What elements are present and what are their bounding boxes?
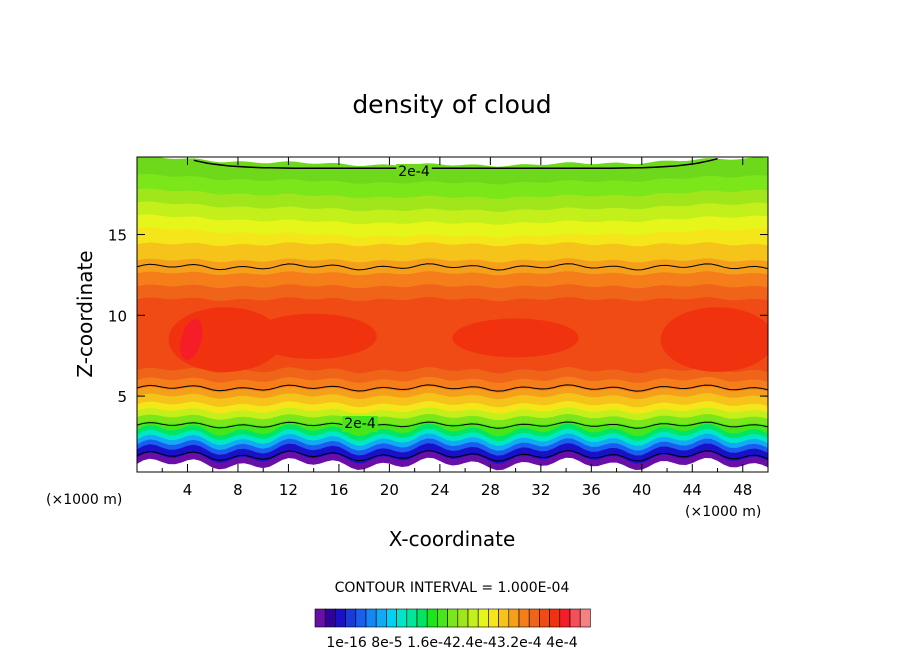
y-tick-label: 5 <box>117 388 127 406</box>
colorbar-swatch <box>447 608 459 628</box>
contour-lines <box>137 157 768 462</box>
x-unit-left: (×1000 m) <box>46 492 122 508</box>
colorbar-swatch <box>406 608 418 628</box>
contour-line <box>137 263 768 271</box>
colorbar-swatch <box>457 608 469 628</box>
red-core-region <box>452 318 579 358</box>
colorbar-swatch <box>437 608 448 628</box>
x-unit-right: (×1000 m) <box>685 504 761 520</box>
colorbar-swatch <box>528 608 540 628</box>
x-tick-label: 8 <box>233 481 243 499</box>
contour-line <box>137 384 768 392</box>
colorbar-swatch <box>518 608 530 628</box>
colorbar-swatch <box>416 608 428 628</box>
colorbar-labels: 1e-16 8e-5 1.6e-42.4e-43.2e-4 4e-4 <box>326 635 577 651</box>
colorbar-swatch <box>396 608 408 628</box>
x-tick-label: 12 <box>279 481 298 499</box>
x-axis-label: X-coordinate <box>389 527 516 551</box>
contour-label-bg <box>396 164 432 180</box>
contour-interval: CONTOUR INTERVAL = 1.000E-04 <box>335 580 570 596</box>
x-tick-label: 32 <box>531 481 550 499</box>
contour-line <box>137 421 768 429</box>
red-core-region <box>660 307 768 372</box>
y-axis-label: Z-coordinate <box>73 250 97 377</box>
colorbar-swatch <box>386 608 397 628</box>
colorbar-swatch <box>467 608 479 628</box>
colorbar-swatch <box>335 608 346 628</box>
x-tick-label: 24 <box>430 481 449 499</box>
max-region <box>180 319 203 360</box>
x-tick-label: 20 <box>380 481 399 499</box>
colorbar-swatch <box>314 608 326 628</box>
colorbar-swatch <box>539 608 550 628</box>
colorbar-swatch <box>365 608 377 628</box>
contour-line-top <box>193 157 718 170</box>
red-core-regions <box>168 307 768 372</box>
plot-area <box>137 157 768 472</box>
contour-band <box>137 457 768 472</box>
contour-label-bg <box>342 416 378 432</box>
plot-frame <box>136 156 769 473</box>
colorbar-swatch <box>488 608 499 628</box>
x-tick-label: 4 <box>183 481 193 499</box>
colorbar-swatch <box>345 608 357 628</box>
colorbar-swatch <box>477 608 489 628</box>
colorbar <box>314 608 591 628</box>
colorbar-swatch <box>569 608 581 628</box>
colorbar-swatch <box>375 608 387 628</box>
y-tick-label: 15 <box>108 227 127 245</box>
chart-title: density of cloud <box>352 90 551 119</box>
x-tick-label: 48 <box>733 481 752 499</box>
y-tick-label: 10 <box>108 307 127 325</box>
colorbar-swatch <box>508 608 520 628</box>
colorbar-swatch <box>579 608 591 628</box>
colorbar-swatch <box>426 608 438 628</box>
x-tick-label: 44 <box>683 481 702 499</box>
x-tick-label: 16 <box>329 481 348 499</box>
colorbar-swatch <box>324 608 336 628</box>
contour-label-top: 2e-4 <box>398 164 430 180</box>
x-tick-label: 36 <box>582 481 601 499</box>
contour-line <box>137 450 768 462</box>
colorbar-swatch <box>498 608 510 628</box>
x-tick-label: 28 <box>481 481 500 499</box>
y-axis: 5 10 15 <box>108 227 768 406</box>
contour-label-bottom: 2e-4 <box>344 416 376 432</box>
colorbar-swatch <box>559 608 571 628</box>
colorbar-swatch <box>549 608 561 628</box>
red-core-region <box>250 313 377 359</box>
colorbar-swatch <box>355 608 367 628</box>
x-axis: 4 8 12 16 20 24 28 32 36 40 44 48 <box>161 157 752 499</box>
x-tick-label: 40 <box>632 481 651 499</box>
